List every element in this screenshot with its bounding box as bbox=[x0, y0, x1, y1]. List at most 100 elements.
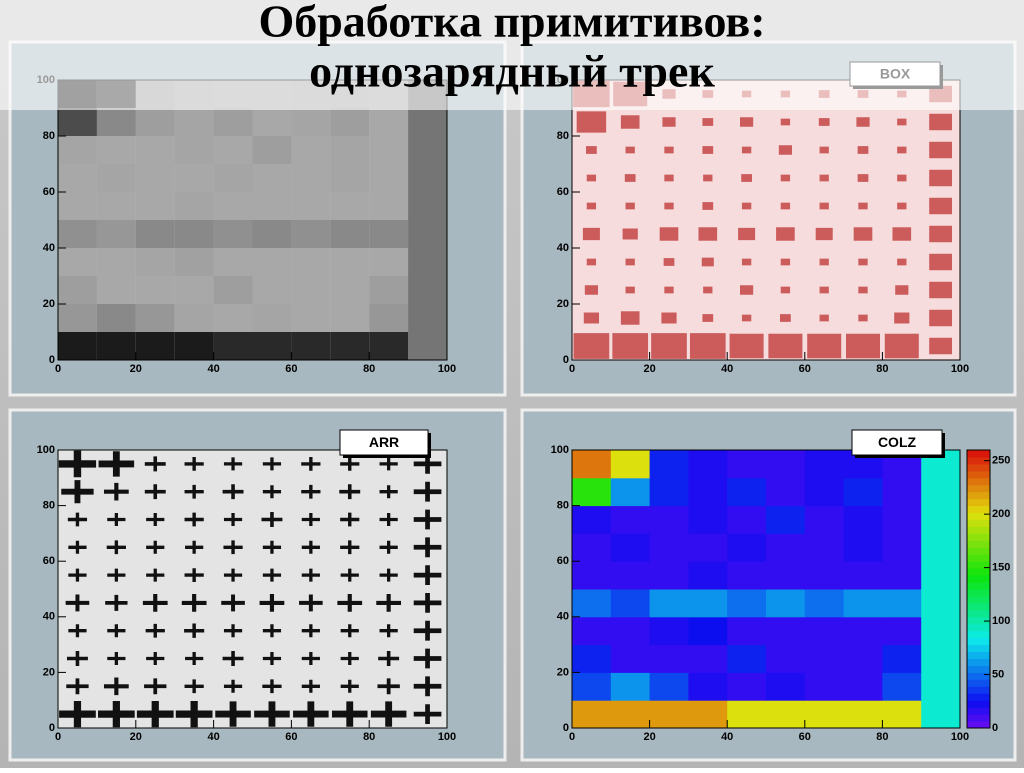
palette-step bbox=[967, 616, 990, 625]
cell-box bbox=[740, 117, 754, 127]
cell-box bbox=[929, 225, 953, 243]
cell-box bbox=[584, 285, 598, 295]
cell-cross bbox=[142, 594, 168, 612]
cell-box bbox=[929, 309, 953, 327]
palette-step bbox=[967, 533, 990, 541]
x-tick-label: 60 bbox=[285, 363, 297, 375]
y-tick-label: 60 bbox=[557, 555, 569, 567]
cell-cross bbox=[103, 677, 129, 696]
cell bbox=[408, 164, 447, 192]
cell-box bbox=[741, 202, 752, 210]
cell bbox=[610, 644, 651, 673]
plot-area bbox=[58, 80, 447, 360]
cell-box bbox=[884, 333, 919, 359]
palette-step bbox=[967, 686, 990, 694]
palette-step bbox=[967, 470, 990, 479]
cell bbox=[96, 332, 136, 360]
cell bbox=[649, 561, 689, 590]
cell bbox=[408, 332, 447, 360]
x-tick-label: 0 bbox=[55, 363, 61, 375]
cell-box bbox=[738, 227, 756, 241]
x-tick-label: 100 bbox=[951, 363, 969, 375]
palette-step bbox=[967, 609, 990, 618]
cell-box bbox=[701, 257, 714, 267]
cell-cross bbox=[107, 651, 126, 666]
cell bbox=[688, 533, 728, 562]
cell-box bbox=[612, 333, 649, 359]
cell-cross bbox=[103, 482, 129, 501]
cell bbox=[135, 276, 175, 304]
cell-cross bbox=[259, 594, 285, 612]
cell bbox=[804, 644, 845, 673]
y-tick-label: 100 bbox=[551, 444, 569, 456]
cell-box bbox=[586, 202, 597, 210]
cell bbox=[135, 248, 175, 276]
cell bbox=[882, 700, 922, 729]
cell bbox=[610, 450, 651, 479]
cell bbox=[649, 450, 689, 479]
cell bbox=[408, 108, 447, 136]
cell-cross bbox=[184, 568, 204, 582]
cell-cross bbox=[223, 540, 243, 555]
palette-step bbox=[967, 547, 990, 555]
palette-step bbox=[967, 477, 990, 486]
option-label-box bbox=[339, 429, 429, 456]
cell bbox=[804, 700, 845, 729]
cell-cross bbox=[184, 457, 204, 471]
cell-cross bbox=[340, 679, 359, 693]
cell-box bbox=[702, 118, 714, 126]
cell-box bbox=[819, 146, 829, 154]
x-tick-label: 20 bbox=[643, 363, 655, 375]
y-tick-label: 80 bbox=[43, 500, 55, 512]
cell bbox=[291, 304, 331, 332]
cell bbox=[572, 450, 612, 479]
cell-cross bbox=[221, 594, 245, 612]
y-tick-label: 0 bbox=[563, 722, 569, 734]
cell-cross bbox=[337, 594, 363, 612]
cell-box bbox=[858, 258, 868, 266]
cell bbox=[804, 533, 845, 562]
option-label: COLZ bbox=[878, 434, 917, 450]
palette-step bbox=[967, 491, 990, 500]
palette-step bbox=[967, 721, 990, 729]
cell bbox=[843, 533, 883, 562]
palette-step bbox=[967, 707, 990, 715]
palette-step bbox=[967, 651, 990, 659]
cell-box bbox=[582, 227, 600, 241]
cell bbox=[58, 276, 97, 304]
cell bbox=[96, 136, 136, 164]
cell-box bbox=[780, 118, 791, 126]
cell bbox=[727, 505, 767, 534]
cell-cross bbox=[262, 457, 282, 471]
palette-step bbox=[967, 665, 990, 673]
cell bbox=[330, 276, 370, 304]
cell-cross bbox=[223, 512, 243, 527]
z-tick-label: 0 bbox=[992, 722, 998, 734]
cell-cross bbox=[98, 451, 135, 477]
cell bbox=[882, 616, 922, 646]
cell bbox=[688, 700, 728, 729]
cell-cross bbox=[254, 701, 290, 727]
cell bbox=[330, 108, 370, 136]
cell bbox=[572, 477, 612, 507]
x-tick-label: 100 bbox=[438, 731, 456, 743]
cell bbox=[96, 220, 136, 248]
cell bbox=[727, 616, 767, 646]
cell bbox=[369, 164, 409, 192]
cell-box bbox=[858, 202, 868, 210]
y-tick-label: 60 bbox=[43, 186, 55, 198]
cell-box bbox=[856, 117, 870, 127]
cell bbox=[804, 505, 845, 534]
cell bbox=[330, 164, 370, 192]
cell-box bbox=[703, 286, 713, 294]
cell-cross bbox=[223, 624, 243, 638]
cell bbox=[610, 477, 651, 507]
y-tick-label: 20 bbox=[557, 666, 569, 678]
cell bbox=[174, 136, 214, 164]
cell bbox=[610, 561, 651, 590]
cell-box bbox=[625, 286, 635, 294]
cell bbox=[649, 533, 689, 562]
cell bbox=[252, 164, 292, 192]
cell bbox=[843, 700, 883, 729]
